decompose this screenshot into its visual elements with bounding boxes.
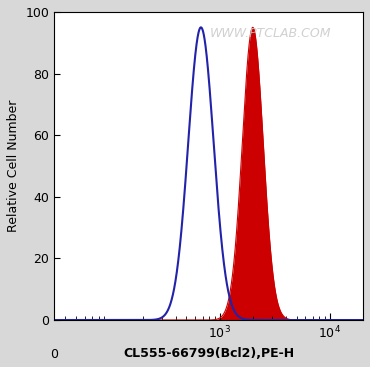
Text: WWW.PTCLAB.COM: WWW.PTCLAB.COM xyxy=(210,27,331,40)
Y-axis label: Relative Cell Number: Relative Cell Number xyxy=(7,100,20,232)
Text: 0: 0 xyxy=(50,348,58,361)
X-axis label: CL555-66799(Bcl2),PE-H: CL555-66799(Bcl2),PE-H xyxy=(123,347,294,360)
